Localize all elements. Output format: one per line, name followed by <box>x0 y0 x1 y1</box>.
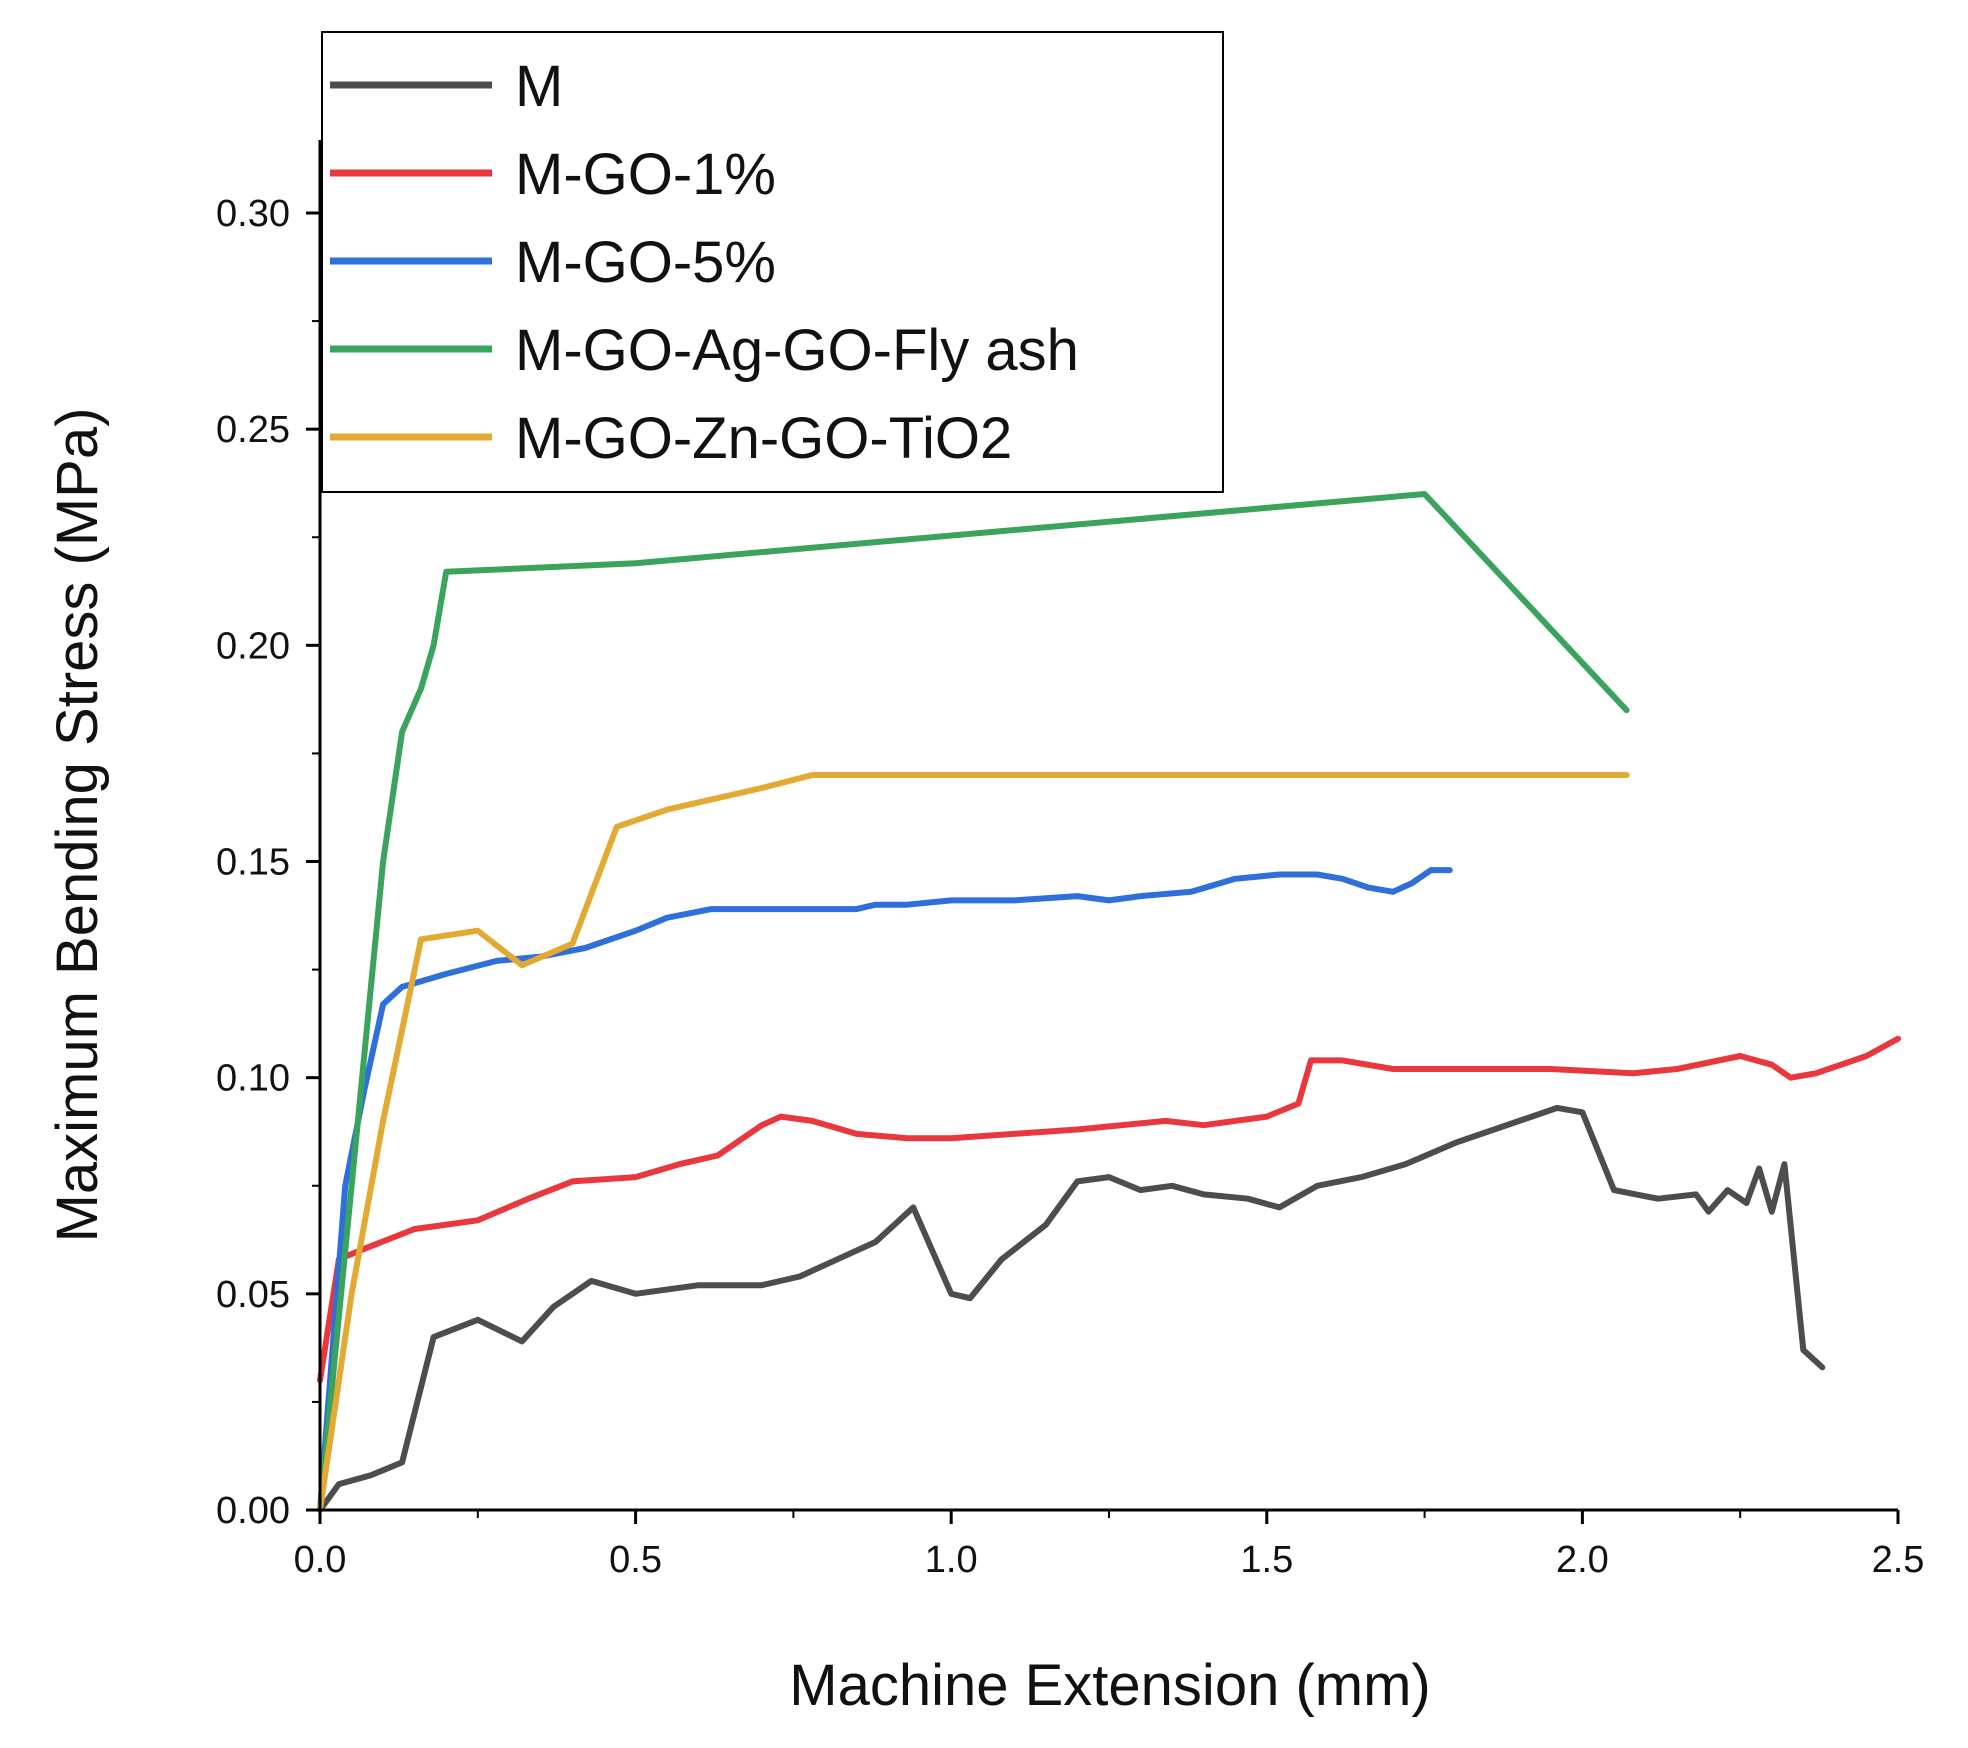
x-tick-label: 2.5 <box>1872 1539 1925 1581</box>
plot-lines <box>317 491 1901 1513</box>
y-tick-label: 0.10 <box>216 1058 290 1100</box>
x-tick-label: 0.5 <box>609 1539 662 1581</box>
series-line-m-go-ag-go-fly-ash <box>317 491 1630 1513</box>
y-tick-label: 0.20 <box>216 625 290 667</box>
legend-label: M-GO-Zn-GO-TiO2 <box>515 406 1012 471</box>
series-line-m-go-5 <box>317 867 1453 1513</box>
y-tick-label: 0.15 <box>216 842 290 884</box>
y-tick-label: 0.00 <box>216 1490 290 1532</box>
series-line-m-go-zn-go-tio2 <box>317 772 1630 1513</box>
y-tick-label: 0.25 <box>216 409 290 451</box>
y-ticks: 0.00 0.05 0.10 0.15 0.20 0.25 0.30 <box>216 193 320 1532</box>
legend-label: M <box>515 54 563 119</box>
legend: M M-GO-1% M-GO-5% M-GO-Ag-GO-Fly ash M-GO-Zn… <box>321 31 1224 493</box>
y-tick-label: 0.30 <box>216 193 290 235</box>
y-axis-title: Maximum Bending Stress (MPa) <box>45 408 110 1243</box>
series-line-m-go-1 <box>317 1035 1901 1384</box>
legend-label: M-GO-5% <box>515 230 776 295</box>
x-tick-label: 1.5 <box>1240 1539 1293 1581</box>
legend-label: M-GO-Ag-GO-Fly ash <box>515 318 1079 383</box>
series-line-m <box>317 1104 1826 1513</box>
x-ticks: 0.0 0.5 1.0 1.5 2.0 2.5 <box>294 1510 1925 1581</box>
x-axis-title: Machine Extension (mm) <box>789 1653 1430 1718</box>
x-tick-label: 1.0 <box>925 1539 978 1581</box>
x-tick-label: 0.0 <box>294 1539 347 1581</box>
y-tick-label: 0.05 <box>216 1274 290 1316</box>
x-tick-label: 2.0 <box>1556 1539 1609 1581</box>
legend-label: M-GO-1% <box>515 142 776 207</box>
